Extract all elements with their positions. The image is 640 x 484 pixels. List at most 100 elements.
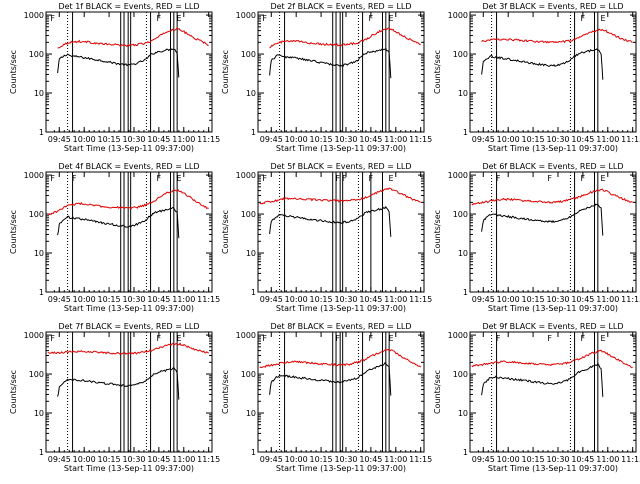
x-tick-label: 10:00 <box>285 295 308 304</box>
x-tick-label: 10:00 <box>497 295 520 304</box>
x-tick-label: 11:15 <box>409 295 432 304</box>
x-tick-label: 10:45 <box>571 135 594 144</box>
x-tick-label: 10:45 <box>359 135 382 144</box>
lld-series-line <box>481 28 633 44</box>
flag-label: F <box>157 14 162 23</box>
x-tick-label: 10:00 <box>285 135 308 144</box>
x-tick-label: 11:00 <box>596 135 619 144</box>
x-tick-label: 11:15 <box>409 135 432 144</box>
x-tick-label: 10:00 <box>285 455 308 464</box>
plot-frame <box>257 171 425 293</box>
x-axis-label: Start Time (13-Sep-11 09:37:00) <box>488 464 618 473</box>
x-tick-label: 10:30 <box>334 455 357 464</box>
x-tick-label: 11:00 <box>384 135 407 144</box>
y-tick-label: 100 <box>29 370 44 379</box>
flag-label: F <box>496 334 501 343</box>
flag-label: F <box>50 14 55 23</box>
x-tick-label: 09:45 <box>260 135 283 144</box>
events-series-line <box>269 205 392 237</box>
flag-label: F <box>496 174 501 183</box>
x-tick-label: 10:15 <box>310 295 333 304</box>
y-tick-label: 1 <box>463 288 468 297</box>
flag-label: F <box>335 174 340 183</box>
x-tick-label: 09:45 <box>48 455 71 464</box>
y-tick-label: 1000 <box>448 11 468 20</box>
flag-label: F <box>547 174 552 183</box>
y-tick-label: 1000 <box>24 11 44 20</box>
x-tick-label: 09:45 <box>48 135 71 144</box>
x-axis-label: Start Time (13-Sep-11 09:37:00) <box>488 144 618 153</box>
x-tick-label: 10:15 <box>98 295 121 304</box>
x-tick-label: 10:15 <box>522 295 545 304</box>
panel-det-3: Det 3f BLACK = Events, RED = LLD 1 10 100 10… <box>433 2 640 153</box>
flag-label: F <box>157 174 162 183</box>
flag-label: F <box>72 174 77 183</box>
x-tick-label: 11:15 <box>197 135 220 144</box>
x-tick-label: 10:45 <box>359 295 382 304</box>
y-tick-label: 100 <box>29 210 44 219</box>
y-tick-label: 10 <box>34 89 44 98</box>
y-tick-label: 1 <box>251 448 256 457</box>
flag-label: E <box>600 174 605 183</box>
x-tick-label: 11:15 <box>197 295 220 304</box>
events-series-line <box>57 47 180 78</box>
x-tick-label: 10:45 <box>571 295 594 304</box>
x-tick-label: 10:00 <box>73 135 96 144</box>
flag-label: E <box>176 174 181 183</box>
x-tick-label: 10:15 <box>522 135 545 144</box>
x-tick-label: 10:30 <box>334 135 357 144</box>
y-axis-label: Counts/sec <box>221 50 230 94</box>
panel-title: Det 9f BLACK = Events, RED = LLD <box>482 322 623 331</box>
flag-label: F <box>581 174 586 183</box>
panel-title: Det 3f BLACK = Events, RED = LLD <box>482 2 623 11</box>
events-series-line <box>57 366 180 400</box>
y-tick-label: 10 <box>246 249 256 258</box>
x-tick-label: 11:00 <box>172 295 195 304</box>
y-axis-label: Counts/sec <box>9 50 18 94</box>
x-tick-label: 10:00 <box>73 295 96 304</box>
x-tick-label: 09:45 <box>472 295 495 304</box>
y-tick-label: 100 <box>453 210 468 219</box>
flag-label: F <box>369 14 374 23</box>
plot-frame <box>469 171 637 293</box>
panel-det-5: Det 5f BLACK = Events, RED = LLD 1 10 100 10… <box>221 162 432 313</box>
flag-label: F <box>157 334 162 343</box>
x-tick-label: 10:15 <box>98 455 121 464</box>
x-tick-label: 10:15 <box>310 135 333 144</box>
flag-label: E <box>388 14 393 23</box>
y-tick-label: 1 <box>463 448 468 457</box>
flag-label: F <box>262 174 267 183</box>
y-axis-label: Counts/sec <box>9 370 18 414</box>
x-tick-label: 10:30 <box>122 135 145 144</box>
events-series-line <box>481 203 604 236</box>
flag-label: E <box>176 334 181 343</box>
panel-det-4: Det 4f BLACK = Events, RED = LLD 1 10 100 10… <box>9 162 220 313</box>
x-tick-label: 10:45 <box>571 455 594 464</box>
events-series-line <box>57 206 180 239</box>
y-tick-label: 1 <box>251 288 256 297</box>
x-tick-label: 09:45 <box>260 295 283 304</box>
panel-det-6: Det 6f BLACK = Events, RED = LLD 1 10 100 10… <box>433 162 640 313</box>
lld-series-line <box>471 188 633 206</box>
flag-label: F <box>342 174 347 183</box>
flag-label: E <box>600 14 605 23</box>
x-tick-label: 10:45 <box>147 135 170 144</box>
y-axis-label: Counts/sec <box>433 50 442 94</box>
x-tick-label: 10:00 <box>497 455 520 464</box>
panel-title: Det 2f BLACK = Events, RED = LLD <box>270 2 411 11</box>
x-tick-label: 11:00 <box>596 295 619 304</box>
x-axis-label: Start Time (13-Sep-11 09:37:00) <box>64 304 194 313</box>
y-tick-label: 1 <box>39 448 44 457</box>
y-tick-label: 10 <box>246 409 256 418</box>
x-tick-label: 10:45 <box>147 295 170 304</box>
y-axis-label: Counts/sec <box>433 210 442 254</box>
y-tick-label: 100 <box>241 210 256 219</box>
x-axis-label: Start Time (13-Sep-11 09:37:00) <box>64 464 194 473</box>
x-tick-label: 10:30 <box>122 455 145 464</box>
x-tick-label: 11:00 <box>384 455 407 464</box>
y-axis-label: Counts/sec <box>433 370 442 414</box>
events-series-line <box>269 48 392 79</box>
x-tick-label: 11:15 <box>621 455 640 464</box>
y-tick-label: 100 <box>241 50 256 59</box>
